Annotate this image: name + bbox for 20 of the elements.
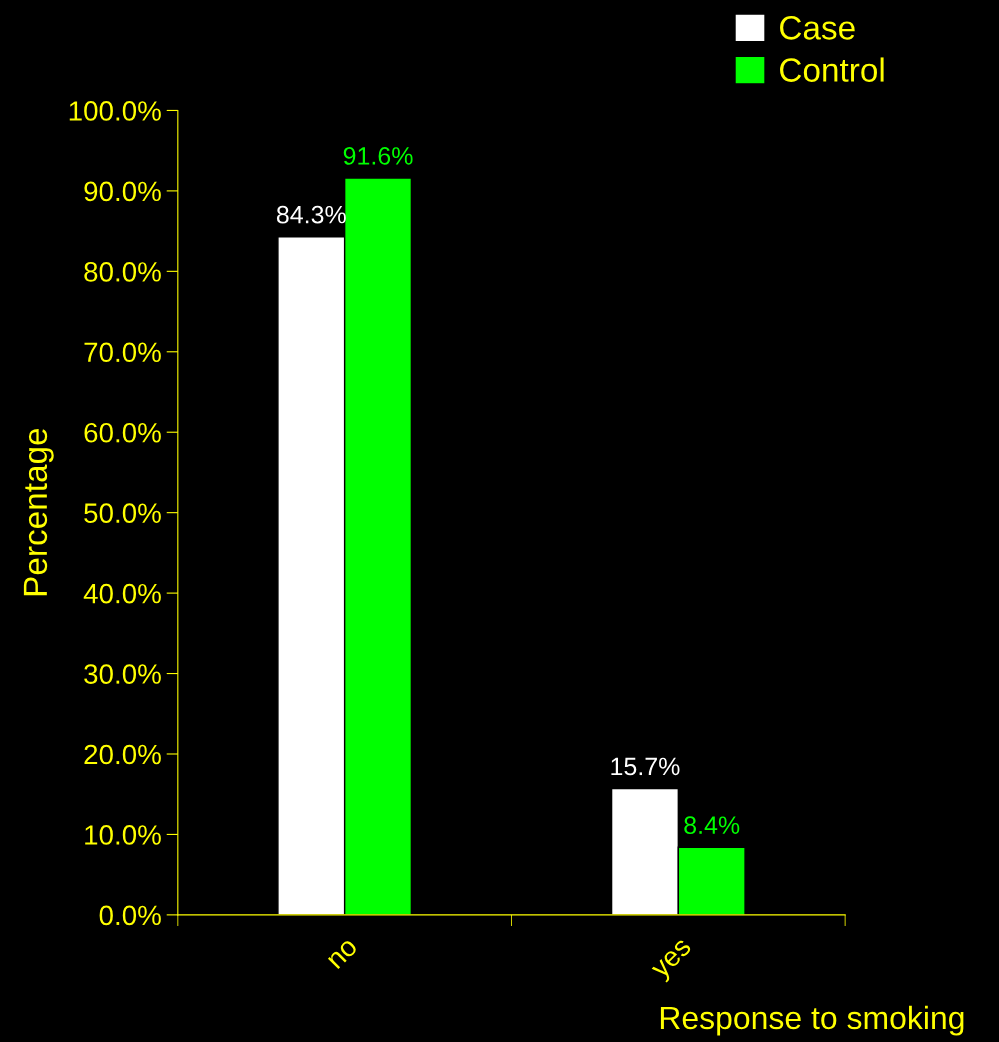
x-tick-label: yes xyxy=(651,938,696,984)
y-tick-label: 60.0% xyxy=(84,422,161,443)
y-tick-label: 90.0% xyxy=(84,181,161,202)
x-tick-label: no xyxy=(327,938,359,970)
data-label: 15.7% xyxy=(611,757,680,776)
y-axis-title: Percentage xyxy=(23,428,54,596)
x-axis-title: Response to smoking xyxy=(660,1005,964,1036)
data-label: 8.4% xyxy=(684,816,740,835)
y-tick-label: 100.0% xyxy=(69,101,161,121)
y-tick-label: 40.0% xyxy=(83,583,161,604)
legend-label: Control xyxy=(780,57,884,82)
y-tick-label: 80.0% xyxy=(84,262,161,282)
y-tick-label: 50.0% xyxy=(84,503,161,523)
y-tick-label: 10.0% xyxy=(85,825,161,845)
y-tick-label: 30.0% xyxy=(84,664,161,684)
y-tick-label: 0.0% xyxy=(99,905,161,926)
data-label: 91.6% xyxy=(343,147,413,165)
y-tick-label: 20.0% xyxy=(84,744,161,765)
y-tick-label: 70.0% xyxy=(84,342,161,363)
legend-label: Case xyxy=(780,16,855,40)
